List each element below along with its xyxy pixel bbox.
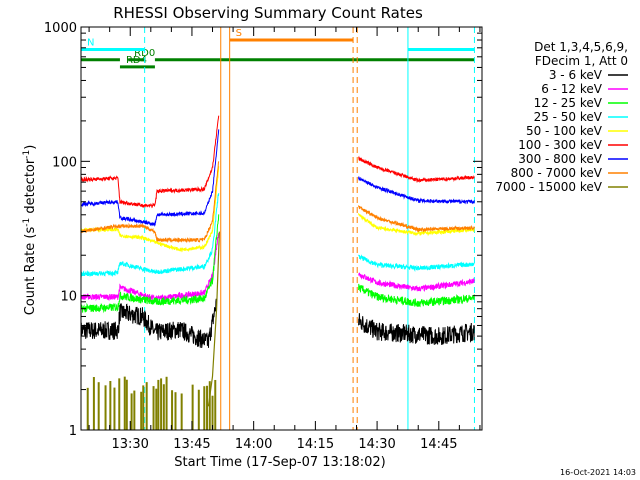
series-line [207,231,220,407]
legend-label: 25 - 50 keV [534,110,603,124]
x-tick-label: 14:00 [235,437,272,452]
legend-label: 300 - 800 keV [518,152,602,166]
state-bar-label: RD0 [134,48,155,59]
series-line [80,214,220,314]
y-tick-label: 10 [60,290,77,305]
x-tick-label: 14:30 [358,437,395,452]
series-line [358,272,475,292]
chart-title: RHESSI Observing Summary Count Rates [113,4,423,22]
series-line [358,204,475,233]
legend-label: 6 - 12 keV [541,82,603,96]
legend-title-line-1: Det 1,3,4,5,6,9, [534,40,628,54]
legend: Det 1,3,4,5,6,9, FDecim 1, Att 0 3 - 6 k… [495,40,628,194]
footer-date: 16-Oct-2021 14:03 [560,468,636,477]
legend-label: 50 - 100 keV [526,124,603,138]
series-line [80,161,220,244]
y-axis-label: Count Rate (s-1 detector-1) [22,145,38,316]
state-bar-label: S [236,28,242,39]
series-lines [80,115,475,430]
x-tick-label: 13:45 [173,437,210,452]
x-axis-label: Start Time (17-Sep-07 13:18:02) [174,455,385,470]
plot-frame [80,26,483,431]
series-line [358,213,475,237]
legend-title-line-2: FDecim 1, Att 0 [535,54,628,68]
legend-label: 3 - 6 keV [549,68,603,82]
series-line [80,166,220,253]
y-tick-label: 100 [52,155,77,170]
series-line [358,155,475,184]
series-line [358,176,475,205]
series-line [358,283,475,308]
y-tick-label: 1 [69,424,77,439]
legend-label: 800 - 7000 keV [511,166,603,180]
series-line [80,115,220,209]
series-line [358,254,475,273]
state-bar-label: N [87,37,94,48]
legend-label: 7000 - 15000 keV [495,180,602,194]
series-line [80,298,217,349]
x-tick-label: 13:30 [111,437,148,452]
legend-label: 100 - 300 keV [518,138,602,152]
legend-label: 12 - 25 keV [534,96,603,110]
series-line [358,313,475,346]
y-tick-label: 1000 [44,21,77,36]
x-tick-label: 14:45 [420,437,457,452]
axes: 1 10 100 1000 13:30 13:45 14:00 14:15 14:30 14:45 [44,21,482,452]
series-line [80,193,220,278]
series-line [80,129,220,227]
x-tick-label: 14:15 [297,437,334,452]
state-bar-label: RD4 [126,55,147,66]
